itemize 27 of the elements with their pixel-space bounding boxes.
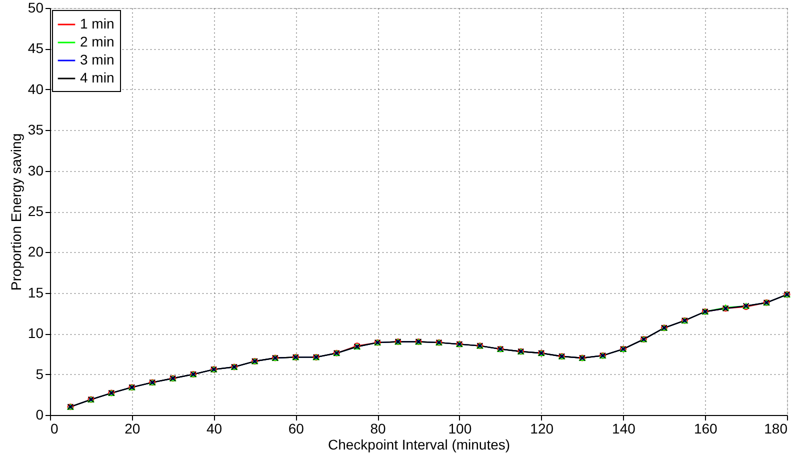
x-axis-title: Checkpoint Interval (minutes)	[328, 436, 510, 452]
y-tick-label: 5	[36, 366, 44, 382]
y-tick-label: 40	[28, 80, 44, 97]
y-tick-label: 0	[36, 406, 44, 422]
x-tick-label: 20	[124, 420, 140, 436]
x-tick-label: 0	[50, 420, 58, 436]
x-tick-label: 60	[288, 420, 304, 436]
y-tick-label: 15	[28, 284, 44, 300]
x-tick-label: 160	[694, 420, 718, 436]
y-tick-label: 10	[28, 325, 44, 342]
x-tick-label: 120	[530, 420, 554, 436]
x-tick-label: 80	[370, 420, 386, 436]
x-tick-label: 100	[448, 420, 472, 436]
y-tick-label: 50	[28, 0, 44, 16]
legend-label: 2 min	[80, 34, 114, 50]
x-tick-label: 40	[206, 420, 222, 436]
y-tick-label: 30	[28, 162, 44, 178]
x-tick-label: 140	[612, 420, 636, 436]
y-tick-label: 25	[28, 203, 44, 219]
y-tick-label: 20	[28, 244, 44, 260]
x-tick-label: 180	[764, 420, 788, 436]
y-tick-label: 45	[28, 40, 44, 56]
y-tick-label: 35	[28, 122, 44, 138]
legend-label: 3 min	[80, 52, 114, 68]
y-axis-title: Proportion Energy saving	[8, 133, 24, 291]
legend-label: 4 min	[80, 70, 114, 86]
legend-label: 1 min	[80, 16, 114, 32]
